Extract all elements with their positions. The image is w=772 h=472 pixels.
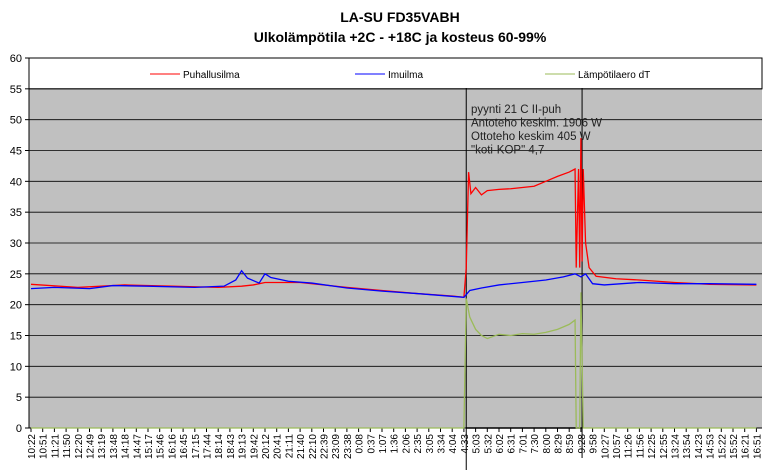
x-tick-label: 22:39 bbox=[320, 434, 331, 459]
x-tick-label: 14:53 bbox=[706, 434, 717, 459]
x-tick-label: 13:24 bbox=[671, 434, 682, 459]
x-tick-label: 4:04 bbox=[448, 434, 459, 454]
y-tick-label: 30 bbox=[10, 238, 22, 250]
x-tick-label: 23:09 bbox=[331, 434, 342, 459]
x-tick-label: 20:41 bbox=[273, 434, 284, 459]
x-tick-label: 10:57 bbox=[612, 434, 623, 459]
x-tick-label: 14:23 bbox=[694, 434, 705, 459]
legend-box bbox=[28, 57, 763, 90]
x-tick-label: 11:21 bbox=[50, 434, 61, 459]
x-tick-label: 7:30 bbox=[530, 434, 541, 454]
x-tick-label: 19:42 bbox=[249, 434, 260, 459]
y-tick-label: 55 bbox=[10, 84, 22, 96]
x-tick-label: 15:22 bbox=[717, 434, 728, 459]
y-tick-label: 45 bbox=[10, 146, 22, 158]
x-tick-label: 6:31 bbox=[507, 434, 518, 454]
x-tick-label: 8:00 bbox=[542, 434, 553, 454]
chart-title: LA-SU FD35VABH bbox=[340, 9, 460, 25]
x-tick-label: 10:51 bbox=[39, 434, 50, 459]
x-tick-label: 1:36 bbox=[390, 434, 401, 454]
x-tick-label: 8:59 bbox=[565, 434, 576, 454]
y-tick-label: 5 bbox=[16, 392, 22, 404]
annotation-line: pyynti 21 C II-puh bbox=[471, 104, 561, 116]
series-line-0 bbox=[30, 138, 757, 298]
y-tick-label: 20 bbox=[10, 300, 22, 312]
x-tick-label: 5:03 bbox=[472, 434, 483, 454]
x-tick-label: 15:46 bbox=[156, 434, 167, 459]
x-tick-label: 12:25 bbox=[647, 434, 658, 459]
y-tick-label: 15 bbox=[10, 331, 22, 343]
x-tick-label: 0:37 bbox=[366, 434, 377, 454]
y-tick-label: 0 bbox=[16, 423, 22, 435]
series-line-1 bbox=[30, 269, 757, 298]
series-line-2 bbox=[31, 292, 757, 429]
x-tick-label: 13:54 bbox=[682, 434, 693, 459]
y-tick-label: 35 bbox=[10, 207, 22, 219]
x-tick-label: 2:06 bbox=[401, 434, 412, 454]
y-tick-label: 40 bbox=[10, 176, 22, 188]
x-tick-label: 8:29 bbox=[554, 434, 565, 454]
x-tick-label: 11:56 bbox=[635, 434, 646, 459]
x-tick-label: 12:20 bbox=[74, 434, 85, 459]
y-tick-label: 25 bbox=[10, 269, 22, 281]
x-tick-label: 17:15 bbox=[191, 434, 202, 459]
x-tick-label: 21:11 bbox=[284, 434, 295, 459]
x-tick-label: 3:34 bbox=[437, 434, 448, 454]
x-tick-label: 4:33 bbox=[460, 434, 471, 454]
x-tick-label: 6:02 bbox=[495, 434, 506, 454]
x-tick-label: 21:40 bbox=[296, 434, 307, 459]
x-tick-label: 16:45 bbox=[179, 434, 190, 459]
y-tick-label: 50 bbox=[10, 115, 22, 127]
legend-label: Puhallusilma bbox=[183, 70, 240, 81]
x-tick-label: 18:14 bbox=[214, 434, 225, 459]
x-tick-label: 11:50 bbox=[62, 434, 73, 459]
x-tick-label: 1:07 bbox=[378, 434, 389, 454]
x-tick-label: 7:01 bbox=[518, 434, 529, 454]
x-tick-label: 9:58 bbox=[589, 434, 600, 454]
annotation-line: Ottoteho keskim 405 W bbox=[471, 131, 591, 143]
x-tick-label: 16:51 bbox=[752, 434, 763, 459]
x-tick-label: 2:35 bbox=[413, 434, 424, 454]
x-tick-label: 13:19 bbox=[97, 434, 108, 459]
x-tick-label: 15:52 bbox=[729, 434, 740, 459]
x-tick-label: 16:21 bbox=[741, 434, 752, 459]
plot-area bbox=[29, 88, 762, 428]
x-tick-label: 0:08 bbox=[355, 434, 366, 454]
legend-label: Imuilma bbox=[388, 70, 423, 81]
x-tick-label: 10:22 bbox=[27, 434, 38, 459]
x-tick-label: 13:48 bbox=[109, 434, 120, 459]
x-tick-label: 3:05 bbox=[425, 434, 436, 454]
x-tick-label: 17:44 bbox=[203, 434, 214, 459]
x-tick-label: 23:38 bbox=[343, 434, 354, 459]
chart-subtitle: Ulkolämpötila +2C - +18C ja kosteus 60-9… bbox=[254, 29, 547, 45]
x-tick-label: 19:13 bbox=[238, 434, 249, 459]
x-tick-label: 14:47 bbox=[132, 434, 143, 459]
legend-label: Lämpötilaero dT bbox=[578, 70, 650, 81]
annotation-line: Antoteho keskim. 1906 W bbox=[471, 118, 602, 130]
x-tick-label: 20:12 bbox=[261, 434, 272, 459]
x-tick-label: 12:49 bbox=[86, 434, 97, 459]
x-tick-label: 16:16 bbox=[167, 434, 178, 459]
y-tick-label: 10 bbox=[10, 361, 22, 373]
x-tick-label: 15:17 bbox=[144, 434, 155, 459]
x-tick-label: 5:32 bbox=[483, 434, 494, 454]
x-tick-label: 11:26 bbox=[624, 434, 635, 459]
annotation-line: "koti-KOP" 4,7 bbox=[471, 145, 544, 157]
x-tick-label: 22:10 bbox=[308, 434, 319, 459]
x-tick-label: 10:27 bbox=[600, 434, 611, 459]
x-tick-label: 18:43 bbox=[226, 434, 237, 459]
x-tick-label: 14:18 bbox=[121, 434, 132, 459]
y-tick-label: 60 bbox=[10, 53, 22, 65]
x-tick-label: 12:55 bbox=[659, 434, 670, 459]
